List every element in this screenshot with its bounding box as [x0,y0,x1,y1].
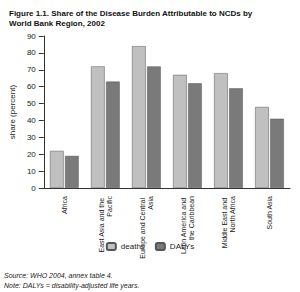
svg-text:70: 70 [27,65,36,74]
svg-text:East Asia and the: East Asia and the [98,196,105,252]
svg-text:Latin America and: Latin America and [179,196,187,254]
svg-text:Figure 1.1. Share of the Disea: Figure 1.1. Share of the Disease Burden … [9,9,255,18]
svg-text:30: 30 [27,133,36,142]
svg-text:North Africa: North Africa [229,196,236,233]
svg-text:the Caribbean: the Caribbean [188,196,195,240]
svg-text:DALYs: DALYs [170,242,194,251]
svg-text:10: 10 [27,167,36,176]
svg-text:60: 60 [27,82,36,91]
svg-text:Source: WHO 2004, annex table: Source: WHO 2004, annex table 4. [4,272,113,279]
svg-text:Pacific: Pacific [106,196,113,217]
svg-text:20: 20 [27,150,36,159]
svg-text:World Bank Region, 2002: World Bank Region, 2002 [9,19,105,28]
svg-text:Note: DALYs = disability-adjus: Note: DALYs = disability-adjusted life y… [4,282,139,290]
svg-text:80: 80 [27,48,36,57]
svg-text:South Asia: South Asia [266,196,273,230]
svg-text:40: 40 [27,116,36,125]
svg-text:Africa: Africa [61,196,68,214]
svg-text:share (percent): share (percent) [8,85,17,140]
svg-text:50: 50 [27,99,36,108]
svg-text:0: 0 [31,184,36,193]
svg-text:Middle East and: Middle East and [221,196,228,248]
svg-text:90: 90 [27,32,36,41]
svg-text:Asia: Asia [147,196,154,210]
svg-text:deaths: deaths [121,242,145,251]
svg-text:Europe and Central: Europe and Central [138,196,146,259]
